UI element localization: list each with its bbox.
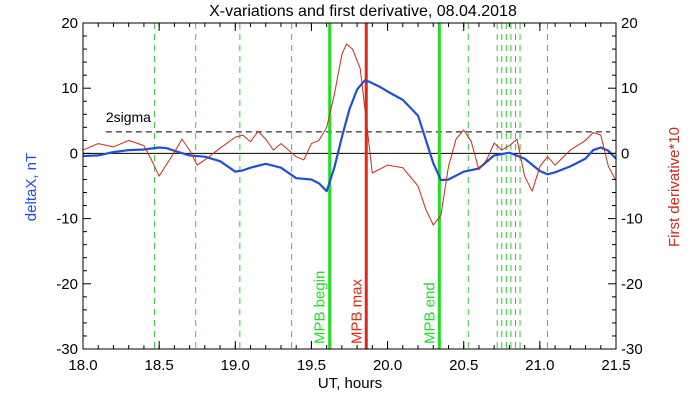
- x-tick-label-5: 20.5: [449, 357, 478, 374]
- x-tick-label-2: 19.0: [221, 357, 250, 374]
- y-tick-label-right-3: -10: [621, 211, 643, 228]
- y-axis-label-right: First derivative*10: [666, 127, 683, 247]
- x-tick-label-6: 21.0: [525, 357, 554, 374]
- x-axis-label: UT, hours: [318, 375, 382, 392]
- x-tick-label-4: 20.0: [373, 357, 402, 374]
- event-label-0: MPB begin: [312, 271, 329, 344]
- y-tick-label-right-0: 20: [621, 15, 638, 32]
- x-tick-label-0: 18.0: [68, 357, 97, 374]
- x-tick-label-3: 19.5: [297, 357, 326, 374]
- y-axis-label-left: deltaX, nT: [23, 153, 40, 221]
- y-tick-label-left-1: 10: [61, 80, 78, 97]
- y-tick-label-left-5: -30: [56, 341, 78, 358]
- y-tick-label-left-3: -10: [56, 211, 78, 228]
- x-tick-label-1: 18.5: [145, 357, 174, 374]
- y-tick-label-left-4: -20: [56, 276, 78, 293]
- y-tick-label-left-2: 0: [70, 145, 78, 162]
- y-tick-label-left-0: 20: [61, 15, 78, 32]
- series-line-1: [82, 43, 617, 226]
- threshold-label: 2sigma: [106, 109, 151, 125]
- series-line-0: [82, 79, 617, 193]
- event-label-1: MPB max: [348, 278, 365, 344]
- x-tick-label-7: 21.5: [601, 357, 630, 374]
- event-label-2: MPB end: [421, 282, 438, 344]
- chart-title: X-variations and first derivative, 08.04…: [209, 3, 517, 20]
- y-tick-label-right-2: 0: [621, 145, 629, 162]
- y-tick-label-right-4: -20: [621, 276, 643, 293]
- y-tick-label-right-1: 10: [621, 80, 638, 97]
- plot-frame: [82, 22, 617, 350]
- y-tick-label-right-5: -30: [621, 341, 643, 358]
- plot-area: 2sigma MPB begin MPB max MPB end 18.0 18.5 19.…: [56, 15, 642, 374]
